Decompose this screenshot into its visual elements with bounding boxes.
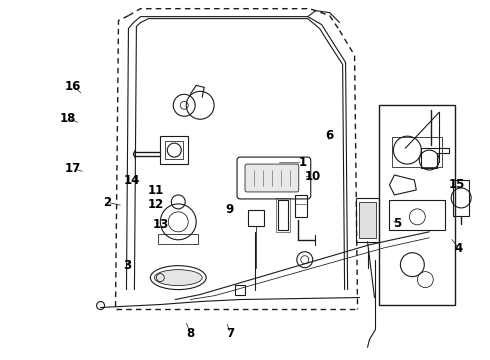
Bar (248, 210, 264, 226)
Bar (379, 105, 455, 305)
Text: 6: 6 (325, 129, 333, 142)
Bar (158, 234, 198, 244)
Bar (359, 202, 376, 238)
Bar (160, 136, 188, 164)
Bar (276, 198, 290, 232)
Text: 1: 1 (298, 156, 307, 169)
Text: 4: 4 (455, 242, 463, 255)
Text: 8: 8 (186, 327, 195, 340)
Ellipse shape (154, 270, 202, 285)
Text: 2: 2 (103, 196, 111, 209)
Bar (165, 141, 183, 159)
Text: 7: 7 (226, 327, 234, 340)
Bar (390, 200, 445, 230)
Bar (392, 137, 442, 167)
Text: 10: 10 (304, 170, 320, 183)
Text: 15: 15 (449, 178, 466, 191)
Text: 16: 16 (65, 80, 81, 93)
Text: 17: 17 (65, 162, 81, 175)
Text: 3: 3 (123, 259, 131, 272)
Bar (278, 200, 288, 230)
Text: 14: 14 (123, 174, 140, 186)
Text: 11: 11 (148, 184, 164, 197)
Bar (295, 195, 307, 217)
Bar (235, 285, 245, 294)
Text: 12: 12 (148, 198, 164, 211)
Text: 13: 13 (153, 218, 169, 231)
Text: 5: 5 (393, 217, 401, 230)
FancyBboxPatch shape (245, 164, 299, 192)
Text: 18: 18 (60, 112, 76, 125)
Bar (356, 198, 379, 242)
Text: 9: 9 (225, 203, 234, 216)
Bar (453, 180, 469, 216)
